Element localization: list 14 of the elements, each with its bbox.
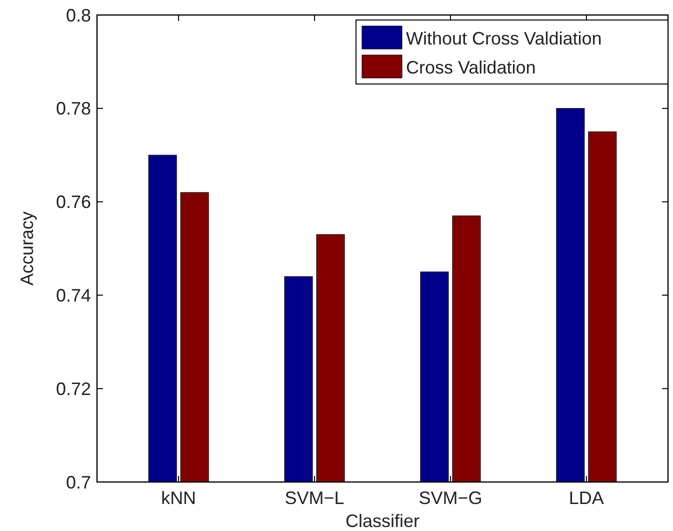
x-tick-label: kNN: [161, 488, 196, 508]
y-tick-label: 0.72: [56, 378, 91, 399]
y-tick-label: 0.8: [66, 5, 91, 26]
y-tick-label: 0.74: [56, 286, 91, 306]
x-tick-label: SVM−L: [284, 488, 344, 508]
y-axis-title: Accuracy: [17, 211, 37, 286]
x-axis-title: Classifier: [345, 511, 420, 531]
y-tick-label: 0.76: [56, 192, 91, 212]
x-tick-label: SVM−G: [418, 488, 482, 508]
legend-label: Cross Validation: [406, 57, 536, 78]
legend-label: Without Cross Valdiation: [406, 28, 602, 48]
y-tick-label: 0.78: [56, 98, 91, 119]
y-tick-label: 0.7: [66, 472, 91, 492]
x-tick-label: LDA: [568, 488, 604, 508]
